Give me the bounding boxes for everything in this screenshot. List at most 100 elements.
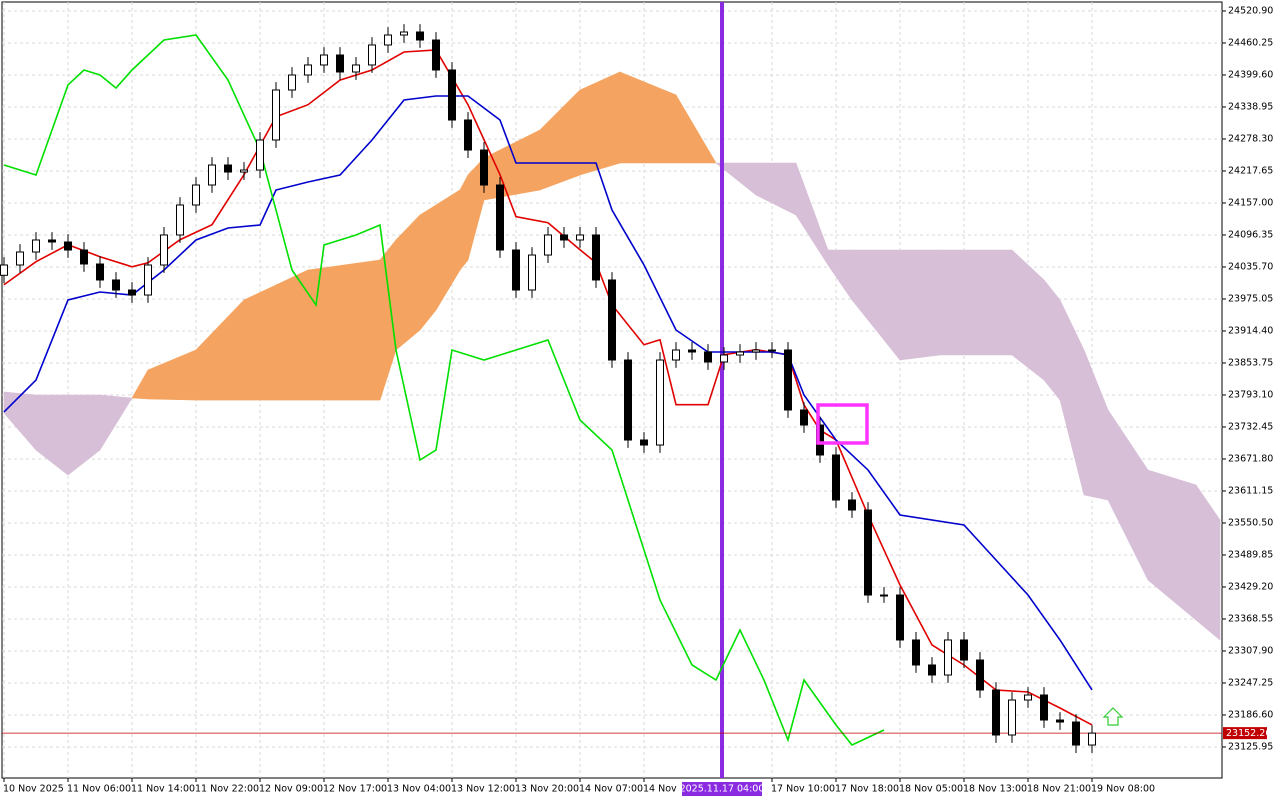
y-tick-label: 23611.15 — [1228, 486, 1273, 497]
candle-body — [32, 239, 40, 253]
x-tick-label: 12 Nov 17:00 — [323, 784, 387, 795]
y-tick-label: 24399.60 — [1228, 70, 1273, 81]
candle-body — [464, 119, 472, 151]
candle-body — [224, 164, 232, 173]
y-tick-label: 23914.40 — [1228, 326, 1273, 337]
x-tick-label: 11 Nov 06:00 — [67, 784, 131, 795]
candle-body — [528, 254, 536, 291]
x-tick-label: 19 Nov 08:00 — [1091, 784, 1155, 795]
axes: 24520.90 24460.25 24399.60 24338.95 24278.30… — [3, 6, 1273, 796]
overlays — [816, 403, 1124, 726]
x-tick-label: 17 Nov 18:00 — [835, 784, 899, 795]
y-tick-label: 24338.95 — [1228, 102, 1273, 113]
candle-body — [592, 234, 600, 281]
candle-body — [112, 279, 120, 291]
y-tick-label: 23853.75 — [1228, 358, 1273, 369]
candle-body — [320, 54, 328, 66]
candle-body — [64, 241, 72, 251]
candle-body — [768, 349, 776, 352]
x-tick-label: 14 Nov 15:00 — [643, 784, 707, 795]
candle-body — [880, 594, 888, 597]
candle-body — [784, 349, 792, 411]
indicator-line — [3, 49, 1093, 726]
candle-body — [928, 664, 936, 676]
candle-body — [848, 499, 856, 511]
candle-body — [752, 349, 760, 353]
y-tick-label: 24096.35 — [1228, 230, 1273, 241]
y-tick-label: 23125.95 — [1228, 742, 1273, 753]
y-tick-label: 23186.60 — [1228, 710, 1273, 721]
y-tick-label: 23732.45 — [1228, 422, 1273, 433]
candle-body — [1088, 732, 1096, 746]
candle-body — [656, 359, 664, 446]
candle-body — [944, 639, 952, 676]
price-label-box — [1223, 727, 1267, 740]
candle-body — [368, 44, 376, 66]
x-tick-label: 11 Nov 14:00 — [131, 784, 195, 795]
candle-body — [1008, 699, 1016, 736]
cloud-segment — [1043, 279, 1061, 401]
grid — [2, 2, 1222, 778]
candle-body — [144, 264, 152, 296]
candle-body — [976, 659, 984, 691]
x-tick-label: 17 Nov 10:00 — [771, 784, 835, 795]
candle-body — [608, 279, 616, 361]
candle-body — [1072, 721, 1080, 746]
y-tick-label: 23550.50 — [1228, 518, 1273, 529]
candle-body — [800, 409, 808, 426]
candle-body — [400, 31, 408, 36]
candle-body — [432, 39, 440, 71]
cloud-segment — [579, 71, 621, 176]
cloud — [3, 71, 1221, 641]
y-tick-label: 24157.00 — [1228, 198, 1273, 209]
x-tick-label: 13 Nov 12:00 — [451, 784, 515, 795]
y-tick-label: 23307.90 — [1228, 646, 1273, 657]
indicator-line — [3, 34, 885, 747]
candle-body — [832, 454, 840, 501]
candle-body — [240, 169, 248, 173]
candle-body — [0, 264, 8, 276]
candle-body — [48, 239, 56, 243]
y-tick-label: 23429.20 — [1228, 582, 1273, 593]
cloud-segment — [419, 204, 437, 331]
y-tick-label: 24460.25 — [1228, 38, 1273, 49]
buy-arrow — [1102, 707, 1124, 726]
y-tick-label: 24278.30 — [1228, 134, 1273, 145]
candle-body — [128, 289, 136, 296]
candle-body — [1040, 694, 1048, 721]
candle-body — [512, 249, 520, 291]
candle-body — [624, 359, 632, 441]
candle-body — [960, 639, 968, 661]
y-tick-label: 24520.90 — [1228, 6, 1273, 17]
x-tick-label: 11 Nov 22:00 — [195, 784, 259, 795]
candle-body — [176, 204, 184, 236]
candle-body — [576, 234, 584, 241]
candle-body — [192, 184, 200, 206]
x-tick-label: 18 Nov 13:00 — [963, 784, 1027, 795]
candle-body — [384, 34, 392, 46]
candle-body — [640, 439, 648, 446]
x-tick-label: 18 Nov 05:00 — [899, 784, 963, 795]
y-tick-label: 24035.70 — [1228, 262, 1273, 273]
cloud-segment — [675, 93, 717, 164]
y-tick-label: 23489.85 — [1228, 550, 1273, 561]
candle-body — [272, 89, 280, 141]
candles — [0, 24, 1096, 753]
candle-body — [992, 689, 1000, 736]
y-tick-label: 24217.65 — [1228, 166, 1273, 177]
cloud-segment — [899, 249, 941, 361]
candle-body — [416, 31, 424, 41]
candle-body — [336, 54, 344, 73]
candle-body — [672, 349, 680, 361]
indicator-lines — [2, 2, 1222, 778]
candle-body — [448, 69, 456, 121]
candle-body — [288, 74, 296, 91]
cursor-label-box — [682, 782, 762, 796]
candle-body — [16, 251, 24, 266]
x-tick-label: 10 Nov 2025 — [3, 784, 64, 795]
candle-body — [704, 351, 712, 363]
candle-body — [560, 234, 568, 241]
candle-body — [688, 349, 696, 353]
x-tick-label: 18 Nov 21:00 — [1027, 784, 1091, 795]
